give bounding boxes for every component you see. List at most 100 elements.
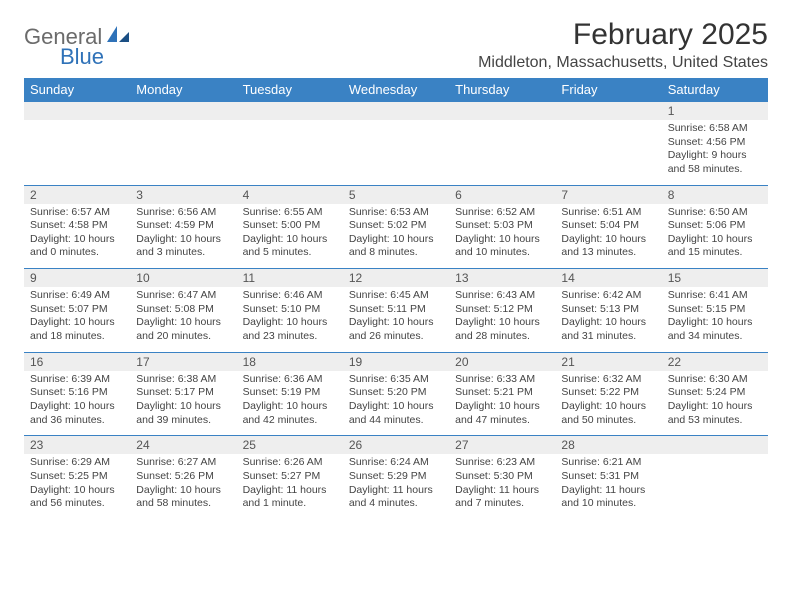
sunset-text: Sunset: 5:10 PM: [243, 303, 337, 317]
sunrise-text: Sunrise: 6:49 AM: [30, 289, 124, 303]
day-number: 5: [343, 185, 449, 204]
sunrise-text: Sunrise: 6:43 AM: [455, 289, 549, 303]
day-details: Sunrise: 6:46 AMSunset: 5:10 PMDaylight:…: [237, 287, 343, 352]
day-details: Sunrise: 6:24 AMSunset: 5:29 PMDaylight:…: [343, 454, 449, 519]
day-details: Sunrise: 6:33 AMSunset: 5:21 PMDaylight:…: [449, 371, 555, 436]
day-number: 17: [130, 352, 236, 371]
sunset-text: Sunset: 5:00 PM: [243, 219, 337, 233]
day-details: Sunrise: 6:51 AMSunset: 5:04 PMDaylight:…: [555, 204, 661, 269]
sunrise-text: Sunrise: 6:27 AM: [136, 456, 230, 470]
sunrise-text: Sunrise: 6:35 AM: [349, 373, 443, 387]
sunset-text: Sunset: 5:30 PM: [455, 470, 549, 484]
day-details: Sunrise: 6:38 AMSunset: 5:17 PMDaylight:…: [130, 371, 236, 436]
day-number: 23: [24, 435, 130, 454]
day-number: 15: [662, 268, 768, 287]
day-number: [662, 435, 768, 454]
daylight-text-2: and 8 minutes.: [349, 246, 443, 260]
day-number-row: 2345678: [24, 185, 768, 204]
day-number: 20: [449, 352, 555, 371]
logo-text-blue: Blue: [60, 44, 131, 70]
day-number: 11: [237, 268, 343, 287]
weekday-header: Wednesday: [343, 78, 449, 101]
daylight-text-2: and 10 minutes.: [561, 497, 655, 511]
day-details: Sunrise: 6:36 AMSunset: 5:19 PMDaylight:…: [237, 371, 343, 436]
daylight-text-2: and 5 minutes.: [243, 246, 337, 260]
daylight-text-2: and 34 minutes.: [668, 330, 762, 344]
sunset-text: Sunset: 5:25 PM: [30, 470, 124, 484]
daylight-text-2: and 36 minutes.: [30, 414, 124, 428]
daylight-text-2: and 18 minutes.: [30, 330, 124, 344]
daylight-text-1: Daylight: 10 hours: [455, 233, 549, 247]
logo: General Blue: [24, 24, 131, 70]
sunset-text: Sunset: 5:07 PM: [30, 303, 124, 317]
sunset-text: Sunset: 4:59 PM: [136, 219, 230, 233]
day-number: 12: [343, 268, 449, 287]
daylight-text-1: Daylight: 10 hours: [30, 484, 124, 498]
sunrise-text: Sunrise: 6:57 AM: [30, 206, 124, 220]
sunset-text: Sunset: 5:03 PM: [455, 219, 549, 233]
daylight-text-2: and 50 minutes.: [561, 414, 655, 428]
daylight-text-1: Daylight: 10 hours: [136, 316, 230, 330]
day-number: [130, 101, 236, 120]
sunset-text: Sunset: 5:22 PM: [561, 386, 655, 400]
sunrise-text: Sunrise: 6:26 AM: [243, 456, 337, 470]
daylight-text-2: and 28 minutes.: [455, 330, 549, 344]
sunset-text: Sunset: 5:27 PM: [243, 470, 337, 484]
sunset-text: Sunset: 5:31 PM: [561, 470, 655, 484]
daylight-text-2: and 10 minutes.: [455, 246, 549, 260]
calendar: Sunday Monday Tuesday Wednesday Thursday…: [24, 78, 768, 519]
day-number: [237, 101, 343, 120]
day-details-row: Sunrise: 6:58 AMSunset: 4:56 PMDaylight:…: [24, 120, 768, 185]
sunset-text: Sunset: 5:06 PM: [668, 219, 762, 233]
day-details: Sunrise: 6:55 AMSunset: 5:00 PMDaylight:…: [237, 204, 343, 269]
sunset-text: Sunset: 5:11 PM: [349, 303, 443, 317]
sunset-text: Sunset: 5:16 PM: [30, 386, 124, 400]
day-details: Sunrise: 6:57 AMSunset: 4:58 PMDaylight:…: [24, 204, 130, 269]
day-details: [237, 120, 343, 185]
sunset-text: Sunset: 5:29 PM: [349, 470, 443, 484]
day-details: Sunrise: 6:26 AMSunset: 5:27 PMDaylight:…: [237, 454, 343, 519]
sunrise-text: Sunrise: 6:39 AM: [30, 373, 124, 387]
sunset-text: Sunset: 4:56 PM: [668, 136, 762, 150]
day-details: Sunrise: 6:35 AMSunset: 5:20 PMDaylight:…: [343, 371, 449, 436]
day-details: Sunrise: 6:45 AMSunset: 5:11 PMDaylight:…: [343, 287, 449, 352]
day-details: Sunrise: 6:47 AMSunset: 5:08 PMDaylight:…: [130, 287, 236, 352]
sunrise-text: Sunrise: 6:21 AM: [561, 456, 655, 470]
sunset-text: Sunset: 5:24 PM: [668, 386, 762, 400]
daylight-text-1: Daylight: 10 hours: [349, 316, 443, 330]
day-number: 4: [237, 185, 343, 204]
daylight-text-2: and 58 minutes.: [668, 163, 762, 177]
sunrise-text: Sunrise: 6:51 AM: [561, 206, 655, 220]
sunset-text: Sunset: 5:04 PM: [561, 219, 655, 233]
daylight-text-1: Daylight: 11 hours: [349, 484, 443, 498]
day-details: Sunrise: 6:53 AMSunset: 5:02 PMDaylight:…: [343, 204, 449, 269]
day-number: 26: [343, 435, 449, 454]
sunrise-text: Sunrise: 6:42 AM: [561, 289, 655, 303]
day-number: 28: [555, 435, 661, 454]
weekday-header-row: Sunday Monday Tuesday Wednesday Thursday…: [24, 78, 768, 101]
daylight-text-1: Daylight: 10 hours: [349, 400, 443, 414]
sunset-text: Sunset: 5:21 PM: [455, 386, 549, 400]
daylight-text-2: and 53 minutes.: [668, 414, 762, 428]
sunrise-text: Sunrise: 6:36 AM: [243, 373, 337, 387]
daylight-text-2: and 58 minutes.: [136, 497, 230, 511]
daylight-text-2: and 20 minutes.: [136, 330, 230, 344]
weekday-header: Thursday: [449, 78, 555, 101]
sunrise-text: Sunrise: 6:30 AM: [668, 373, 762, 387]
location: Middleton, Massachusetts, United States: [478, 54, 768, 72]
sunrise-text: Sunrise: 6:23 AM: [455, 456, 549, 470]
month-title: February 2025: [478, 18, 768, 52]
sunrise-text: Sunrise: 6:56 AM: [136, 206, 230, 220]
daylight-text-2: and 7 minutes.: [455, 497, 549, 511]
daylight-text-2: and 1 minute.: [243, 497, 337, 511]
daylight-text-1: Daylight: 10 hours: [136, 484, 230, 498]
day-number: [555, 101, 661, 120]
day-number: 2: [24, 185, 130, 204]
daylight-text-1: Daylight: 10 hours: [30, 400, 124, 414]
daylight-text-2: and 42 minutes.: [243, 414, 337, 428]
day-details: Sunrise: 6:49 AMSunset: 5:07 PMDaylight:…: [24, 287, 130, 352]
day-details: Sunrise: 6:30 AMSunset: 5:24 PMDaylight:…: [662, 371, 768, 436]
day-details: Sunrise: 6:39 AMSunset: 5:16 PMDaylight:…: [24, 371, 130, 436]
sunrise-text: Sunrise: 6:45 AM: [349, 289, 443, 303]
weekday-header: Saturday: [662, 78, 768, 101]
